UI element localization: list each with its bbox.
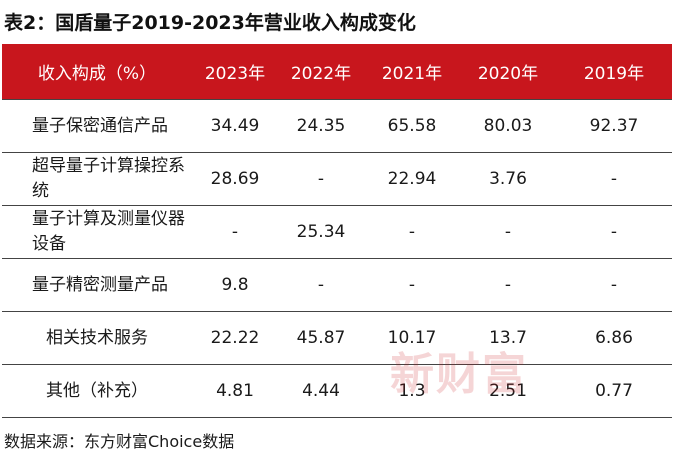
table-cell: 2.51 bbox=[460, 364, 556, 418]
table-cell: 10.17 bbox=[364, 311, 460, 365]
table-row: 超导量子计算操控系统 28.69 - 22.94 3.76 - bbox=[2, 152, 672, 206]
table-cell: 34.49 bbox=[192, 99, 278, 153]
table-cell: - bbox=[460, 205, 556, 259]
table-cell: 28.69 bbox=[192, 152, 278, 206]
table-cell: 22.22 bbox=[192, 311, 278, 365]
table-cell: - bbox=[556, 258, 672, 312]
table-cell: 80.03 bbox=[460, 99, 556, 153]
table-cell: - bbox=[556, 205, 672, 259]
table-cell: 45.87 bbox=[278, 311, 364, 365]
header-cell: 2019年 bbox=[556, 44, 672, 100]
table-cell: 4.44 bbox=[278, 364, 364, 418]
table-cell: - bbox=[278, 152, 364, 206]
table-cell: 3.76 bbox=[460, 152, 556, 206]
table-cell: - bbox=[364, 205, 460, 259]
table-cell: 6.86 bbox=[556, 311, 672, 365]
table-row: 量子保密通信产品 34.49 24.35 65.58 80.03 92.37 bbox=[2, 99, 672, 153]
table-header-row: 收入构成（%） 2023年 2022年 2021年 2020年 2019年 bbox=[2, 44, 672, 100]
table-row: 其他（补充） 4.81 4.44 1.3 2.51 0.77 bbox=[2, 364, 672, 418]
row-label: 相关技术服务 bbox=[2, 311, 192, 365]
row-label: 超导量子计算操控系统 bbox=[2, 152, 192, 206]
table-cell: 65.58 bbox=[364, 99, 460, 153]
table-cell: - bbox=[192, 205, 278, 259]
table-row: 量子精密测量产品 9.8 - - - - bbox=[2, 258, 672, 312]
table-cell: 1.3 bbox=[364, 364, 460, 418]
table-cell: - bbox=[364, 258, 460, 312]
table-row: 量子计算及测量仪器设备 - 25.34 - - - bbox=[2, 205, 672, 259]
table-cell: 22.94 bbox=[364, 152, 460, 206]
source-note: 数据来源：东方财富Choice数据 bbox=[4, 432, 235, 451]
table-cell: - bbox=[556, 152, 672, 206]
revenue-table: 收入构成（%） 2023年 2022年 2021年 2020年 2019年 量子… bbox=[2, 44, 672, 418]
table-cell: 92.37 bbox=[556, 99, 672, 153]
header-cell: 2021年 bbox=[364, 44, 460, 100]
header-cell: 2022年 bbox=[278, 44, 364, 100]
table-cell: 13.7 bbox=[460, 311, 556, 365]
table-cell: 9.8 bbox=[192, 258, 278, 312]
page-title: 表2：国盾量子2019-2023年营业收入构成变化 bbox=[4, 12, 416, 34]
row-label: 量子精密测量产品 bbox=[2, 258, 192, 312]
header-cell: 2020年 bbox=[460, 44, 556, 100]
table-cell: - bbox=[278, 258, 364, 312]
header-cell: 收入构成（%） bbox=[2, 44, 192, 100]
table-cell: 4.81 bbox=[192, 364, 278, 418]
table-row: 相关技术服务 22.22 45.87 10.17 13.7 6.86 bbox=[2, 311, 672, 365]
row-label: 其他（补充） bbox=[2, 364, 192, 418]
row-label: 量子保密通信产品 bbox=[2, 99, 192, 153]
row-label: 量子计算及测量仪器设备 bbox=[2, 205, 192, 259]
table-cell: 24.35 bbox=[278, 99, 364, 153]
table-cell: 25.34 bbox=[278, 205, 364, 259]
header-cell: 2023年 bbox=[192, 44, 278, 100]
table-cell: - bbox=[460, 258, 556, 312]
table-cell: 0.77 bbox=[556, 364, 672, 418]
